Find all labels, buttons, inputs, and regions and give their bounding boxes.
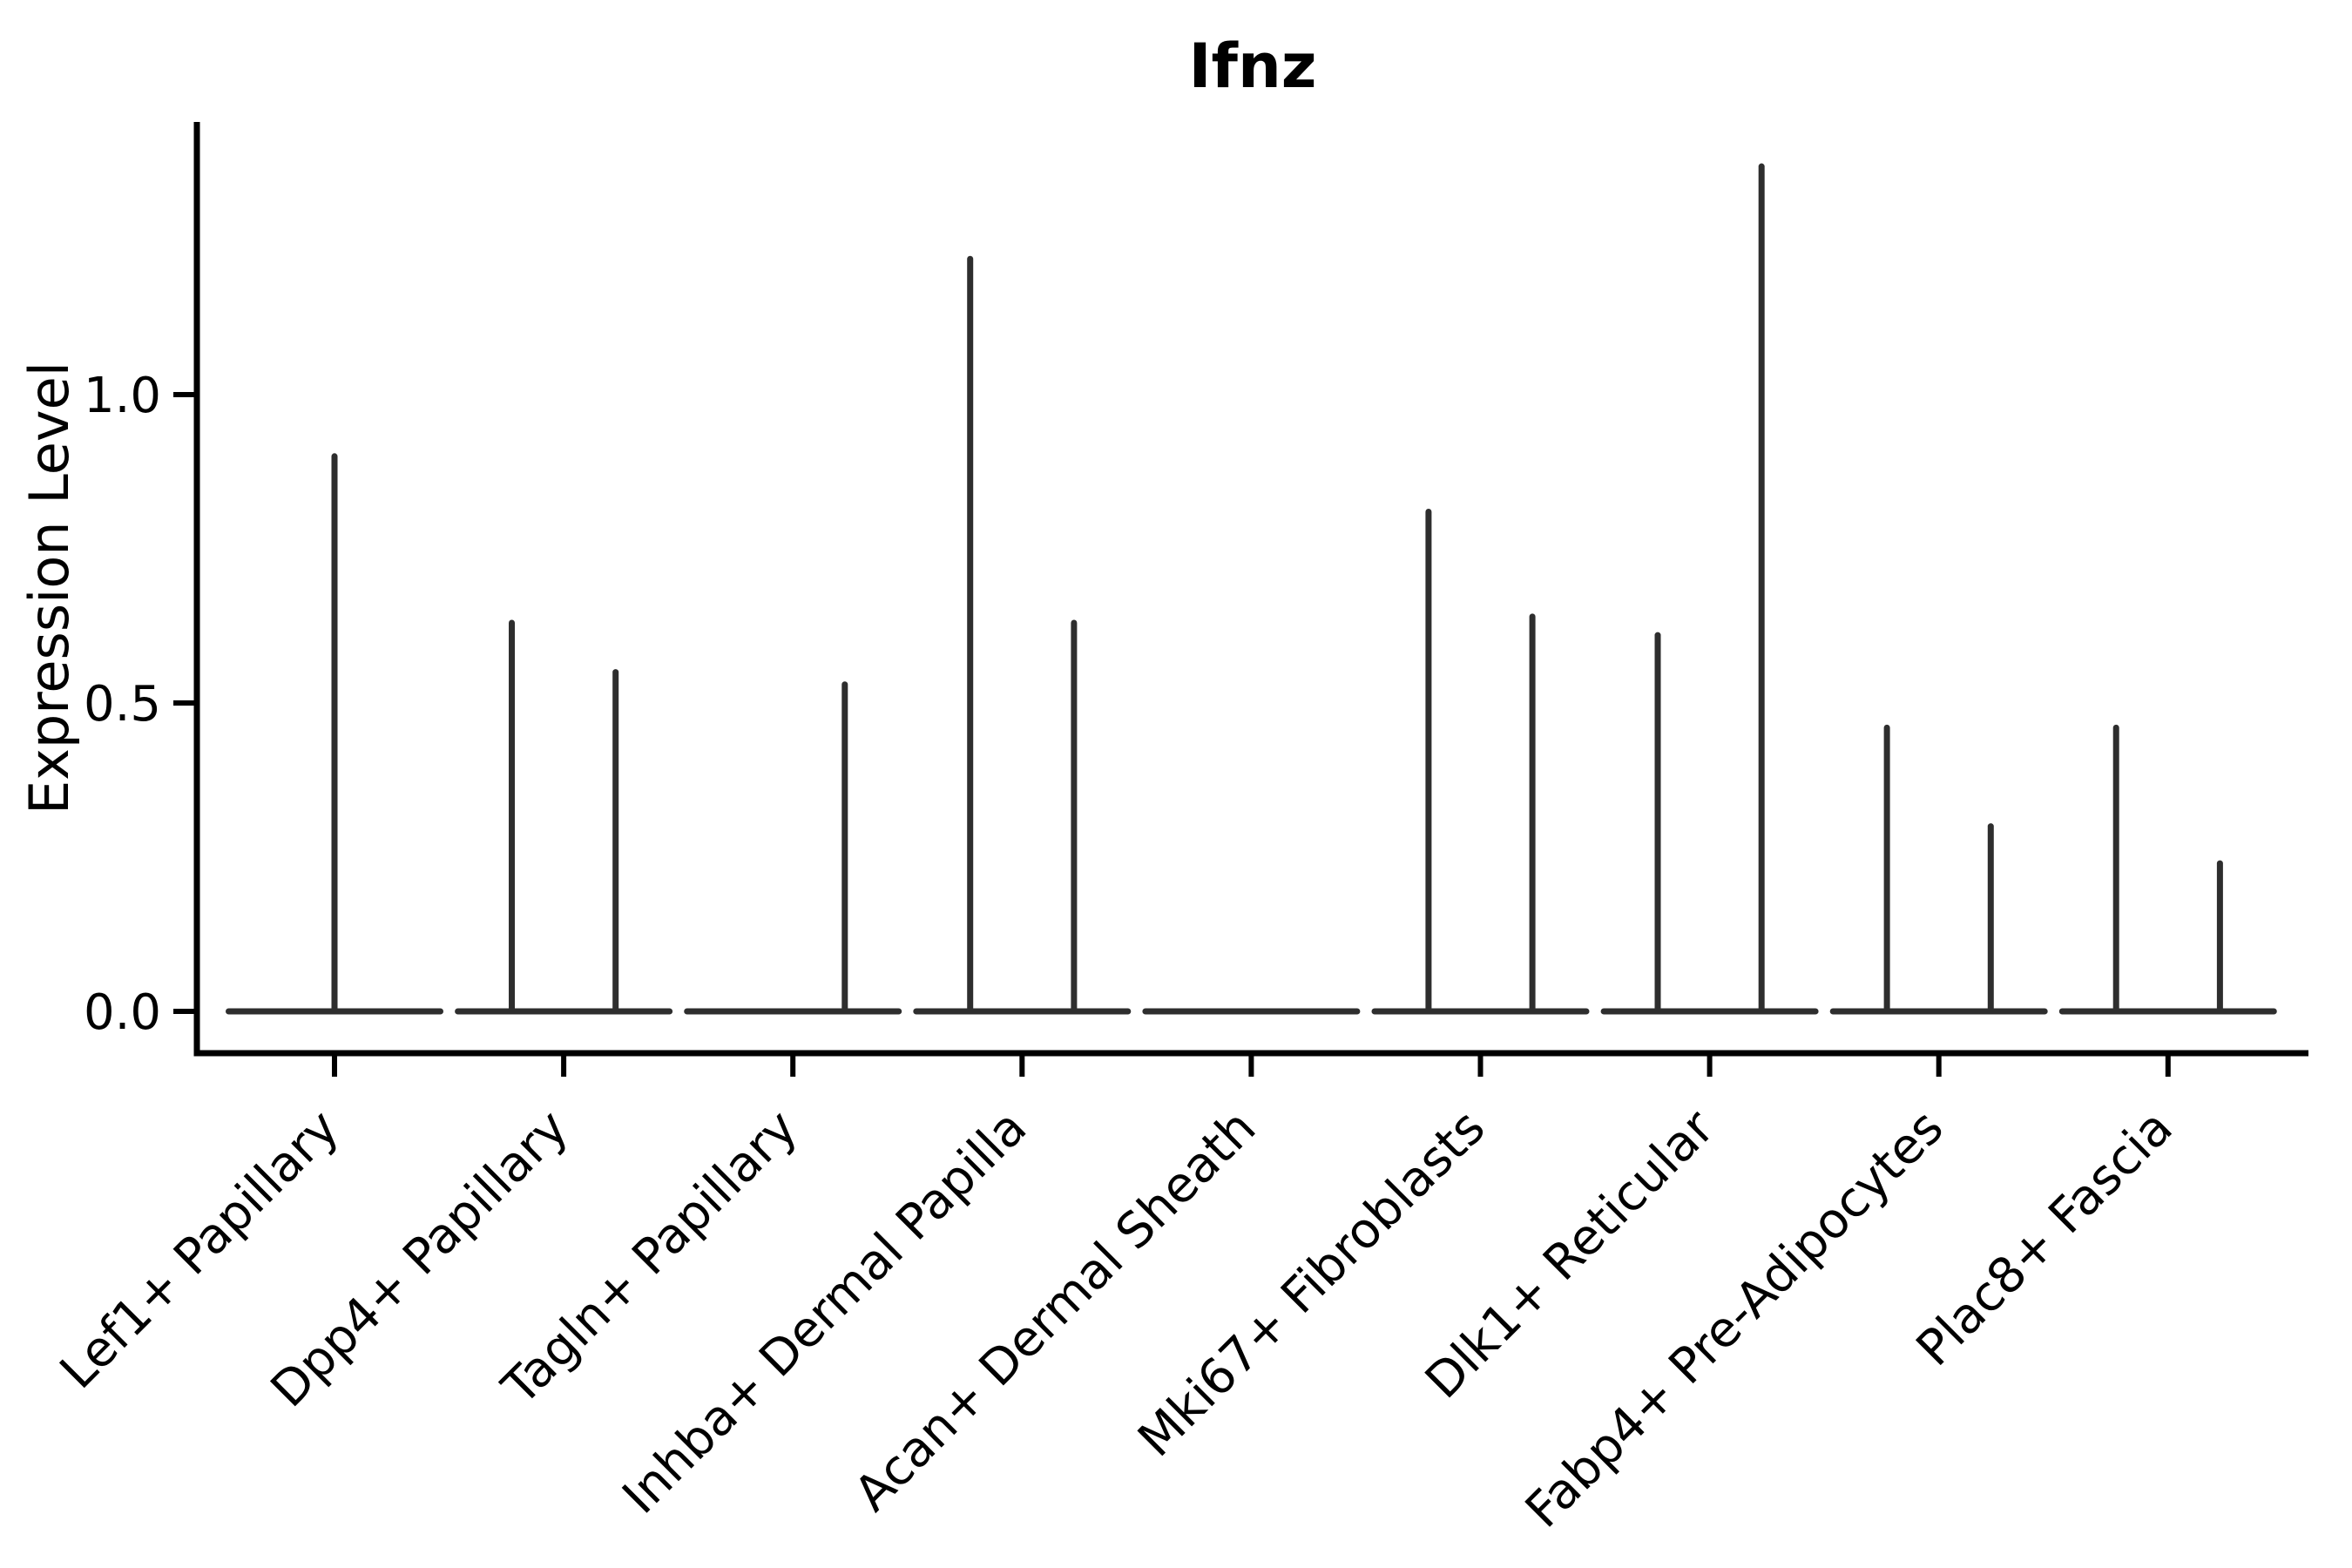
violins-group xyxy=(226,163,2277,1015)
y-tick-label: 0.0 xyxy=(84,984,161,1041)
x-tick-label: Acan+ Dermal Sheath xyxy=(844,1099,1267,1523)
y-axis-ticks: 0.0 0.5 1.0 xyxy=(84,368,197,1041)
y-tick-label: 1.0 xyxy=(84,368,161,424)
chart-title: Ifnz xyxy=(1188,30,1316,102)
x-tick-label: Fabp4+ Pre-Adipocytes xyxy=(1515,1099,1955,1539)
y-axis-label: Expression Level xyxy=(17,362,81,814)
x-tick-label: Inhba+ Dermal Papilla xyxy=(612,1099,1038,1525)
y-tick-label: 0.5 xyxy=(84,676,161,733)
axis-spines xyxy=(193,122,2308,1057)
